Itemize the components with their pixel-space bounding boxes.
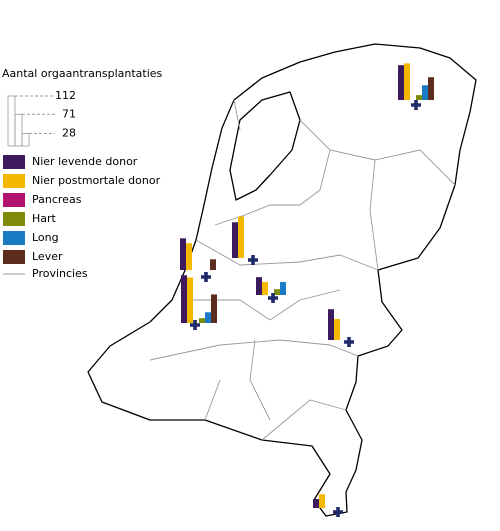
legend-label: Hart: [32, 212, 57, 225]
bar: [205, 312, 211, 323]
scale-label: 112: [55, 89, 76, 102]
bar: [313, 499, 319, 508]
legend-swatch: [3, 174, 25, 188]
legend-label: Nier postmortale donor: [32, 174, 161, 187]
legend-swatch: [3, 193, 25, 207]
bar: [262, 282, 268, 295]
scale-bar: [14, 113, 23, 147]
bar: [186, 243, 192, 270]
bar: [274, 289, 280, 295]
bar: [181, 275, 187, 323]
bar: [422, 85, 428, 100]
hospital-marker: [411, 100, 422, 110]
bar: [334, 319, 340, 340]
bar: [199, 318, 205, 323]
legend-label: Nier levende donor: [32, 155, 138, 168]
bar: [319, 494, 325, 508]
bar: [398, 65, 404, 100]
bar: [256, 277, 262, 295]
bar: [280, 282, 286, 295]
hospital-marker: [344, 337, 355, 348]
legend-swatch: [3, 250, 25, 264]
bar: [328, 309, 334, 340]
legend-label: Lever: [32, 250, 63, 263]
hospital-marker: [248, 255, 258, 266]
map-outline: [87, 43, 477, 517]
scale-label: 28: [62, 127, 76, 140]
bar: [238, 216, 244, 258]
hospital-marker: [201, 272, 211, 283]
legend-swatch: [3, 155, 25, 169]
legend-swatch: [3, 212, 25, 226]
bar: [428, 77, 434, 100]
legend-label: Provincies: [32, 267, 88, 280]
legend-swatch: [3, 231, 25, 245]
scale-bar: [21, 133, 30, 147]
scale-bar: [7, 95, 16, 147]
bar: [232, 222, 238, 258]
hospital-marker: [190, 320, 200, 331]
hospital-marker: [333, 507, 344, 517]
bar: [416, 95, 422, 100]
bar: [210, 259, 216, 270]
bar: [404, 63, 410, 100]
legend-label: Pancreas: [32, 193, 82, 206]
legend-label: Long: [32, 231, 59, 244]
bar: [180, 238, 186, 270]
legend-title: Aantal orgaantransplantaties: [2, 67, 163, 80]
bar: [211, 294, 217, 323]
scale-label: 71: [62, 107, 76, 120]
hospital-marker: [268, 293, 279, 304]
bar: [187, 277, 193, 323]
